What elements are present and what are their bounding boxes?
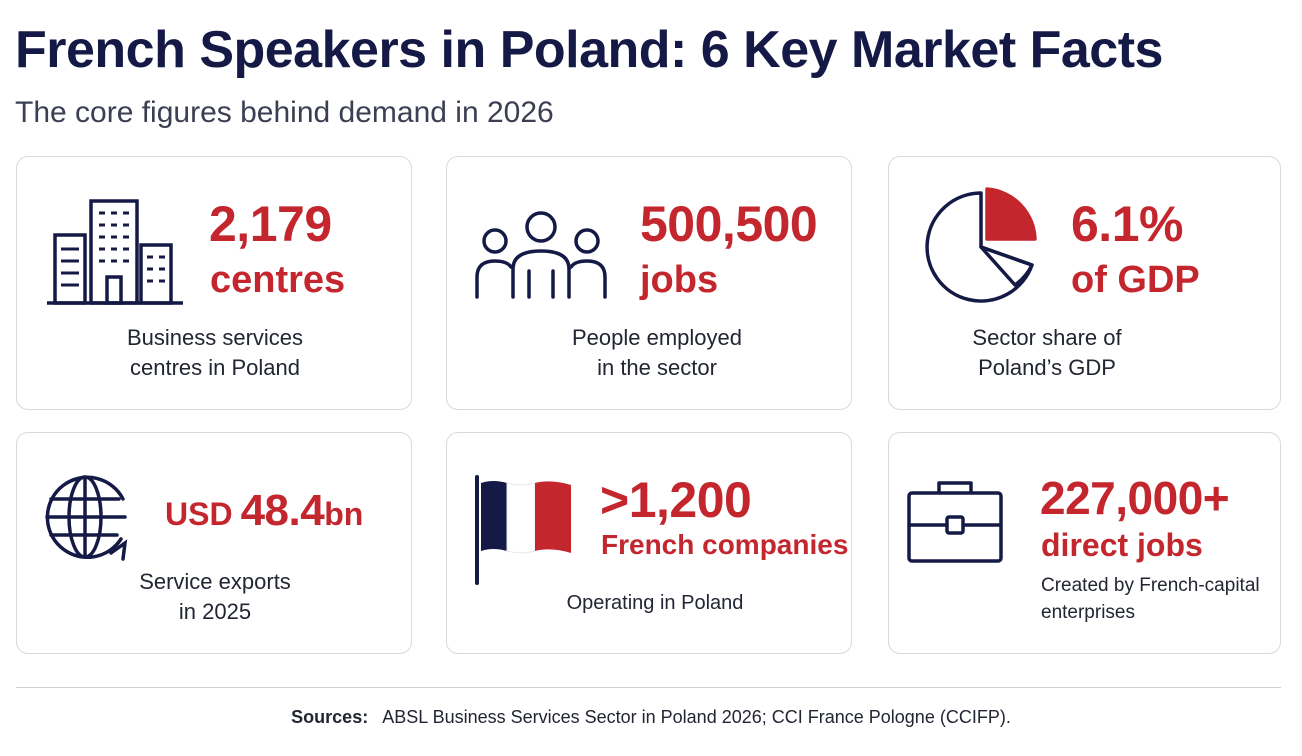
french-flag-icon	[471, 475, 577, 585]
stat-value: 500,500	[640, 196, 818, 252]
stat-unit: centres	[210, 259, 346, 301]
stat-value: 2,179	[209, 196, 332, 252]
footer-divider	[16, 687, 1281, 688]
stat-unit: French companies	[601, 529, 849, 560]
fact-card-direct-jobs: 227,000+ direct jobs Created by French-c…	[888, 432, 1281, 654]
stat-value: >1,200	[600, 472, 752, 528]
stat-unit: direct jobs	[1041, 527, 1203, 563]
stat-description: People employed in the sector	[571, 325, 742, 380]
fact-card-exports: USD 48.4bn Service exports in 2025	[16, 432, 412, 654]
page-subtitle: The core figures behind demand in 2026	[15, 96, 554, 129]
stat-description: Service exports in 2025	[139, 569, 291, 624]
stat-value: 227,000+	[1040, 472, 1230, 524]
stat-unit: of GDP	[1071, 259, 1200, 301]
stat-description: Sector share of Poland’s GDP	[972, 325, 1122, 380]
fact-card-french-companies: >1,200 French companies Operating in Pol…	[446, 432, 852, 654]
fact-card-jobs: 500,500 jobs People employed in the secto…	[446, 156, 852, 410]
briefcase-icon	[907, 479, 1003, 563]
stat-description: Operating in Poland	[566, 592, 744, 614]
stat-description: Created by French-capital enterprises	[1041, 575, 1260, 623]
page-title: French Speakers in Poland: 6 Key Market …	[15, 21, 1163, 79]
fact-card-centres: 2,179 centres Business services centres i…	[16, 156, 412, 410]
stat-value: 6.1%	[1071, 196, 1183, 252]
sources-note: Sources: ABSL Business Services Sector in…	[0, 707, 1302, 728]
fact-card-gdp: 6.1% of GDP Sector share of Poland’s GDP	[888, 156, 1281, 410]
stat-unit: jobs	[640, 259, 719, 301]
stat-value: USD 48.4bn	[165, 486, 364, 535]
stat-description: Business services centres in Poland	[126, 325, 304, 380]
globe-arrow-icon	[41, 473, 141, 563]
pie-chart-icon	[925, 185, 1037, 303]
sources-label: Sources:	[291, 707, 369, 727]
sources-text: ABSL Business Services Sector in Poland …	[382, 707, 1011, 727]
office-buildings-icon	[47, 197, 183, 307]
people-group-icon	[473, 209, 609, 301]
